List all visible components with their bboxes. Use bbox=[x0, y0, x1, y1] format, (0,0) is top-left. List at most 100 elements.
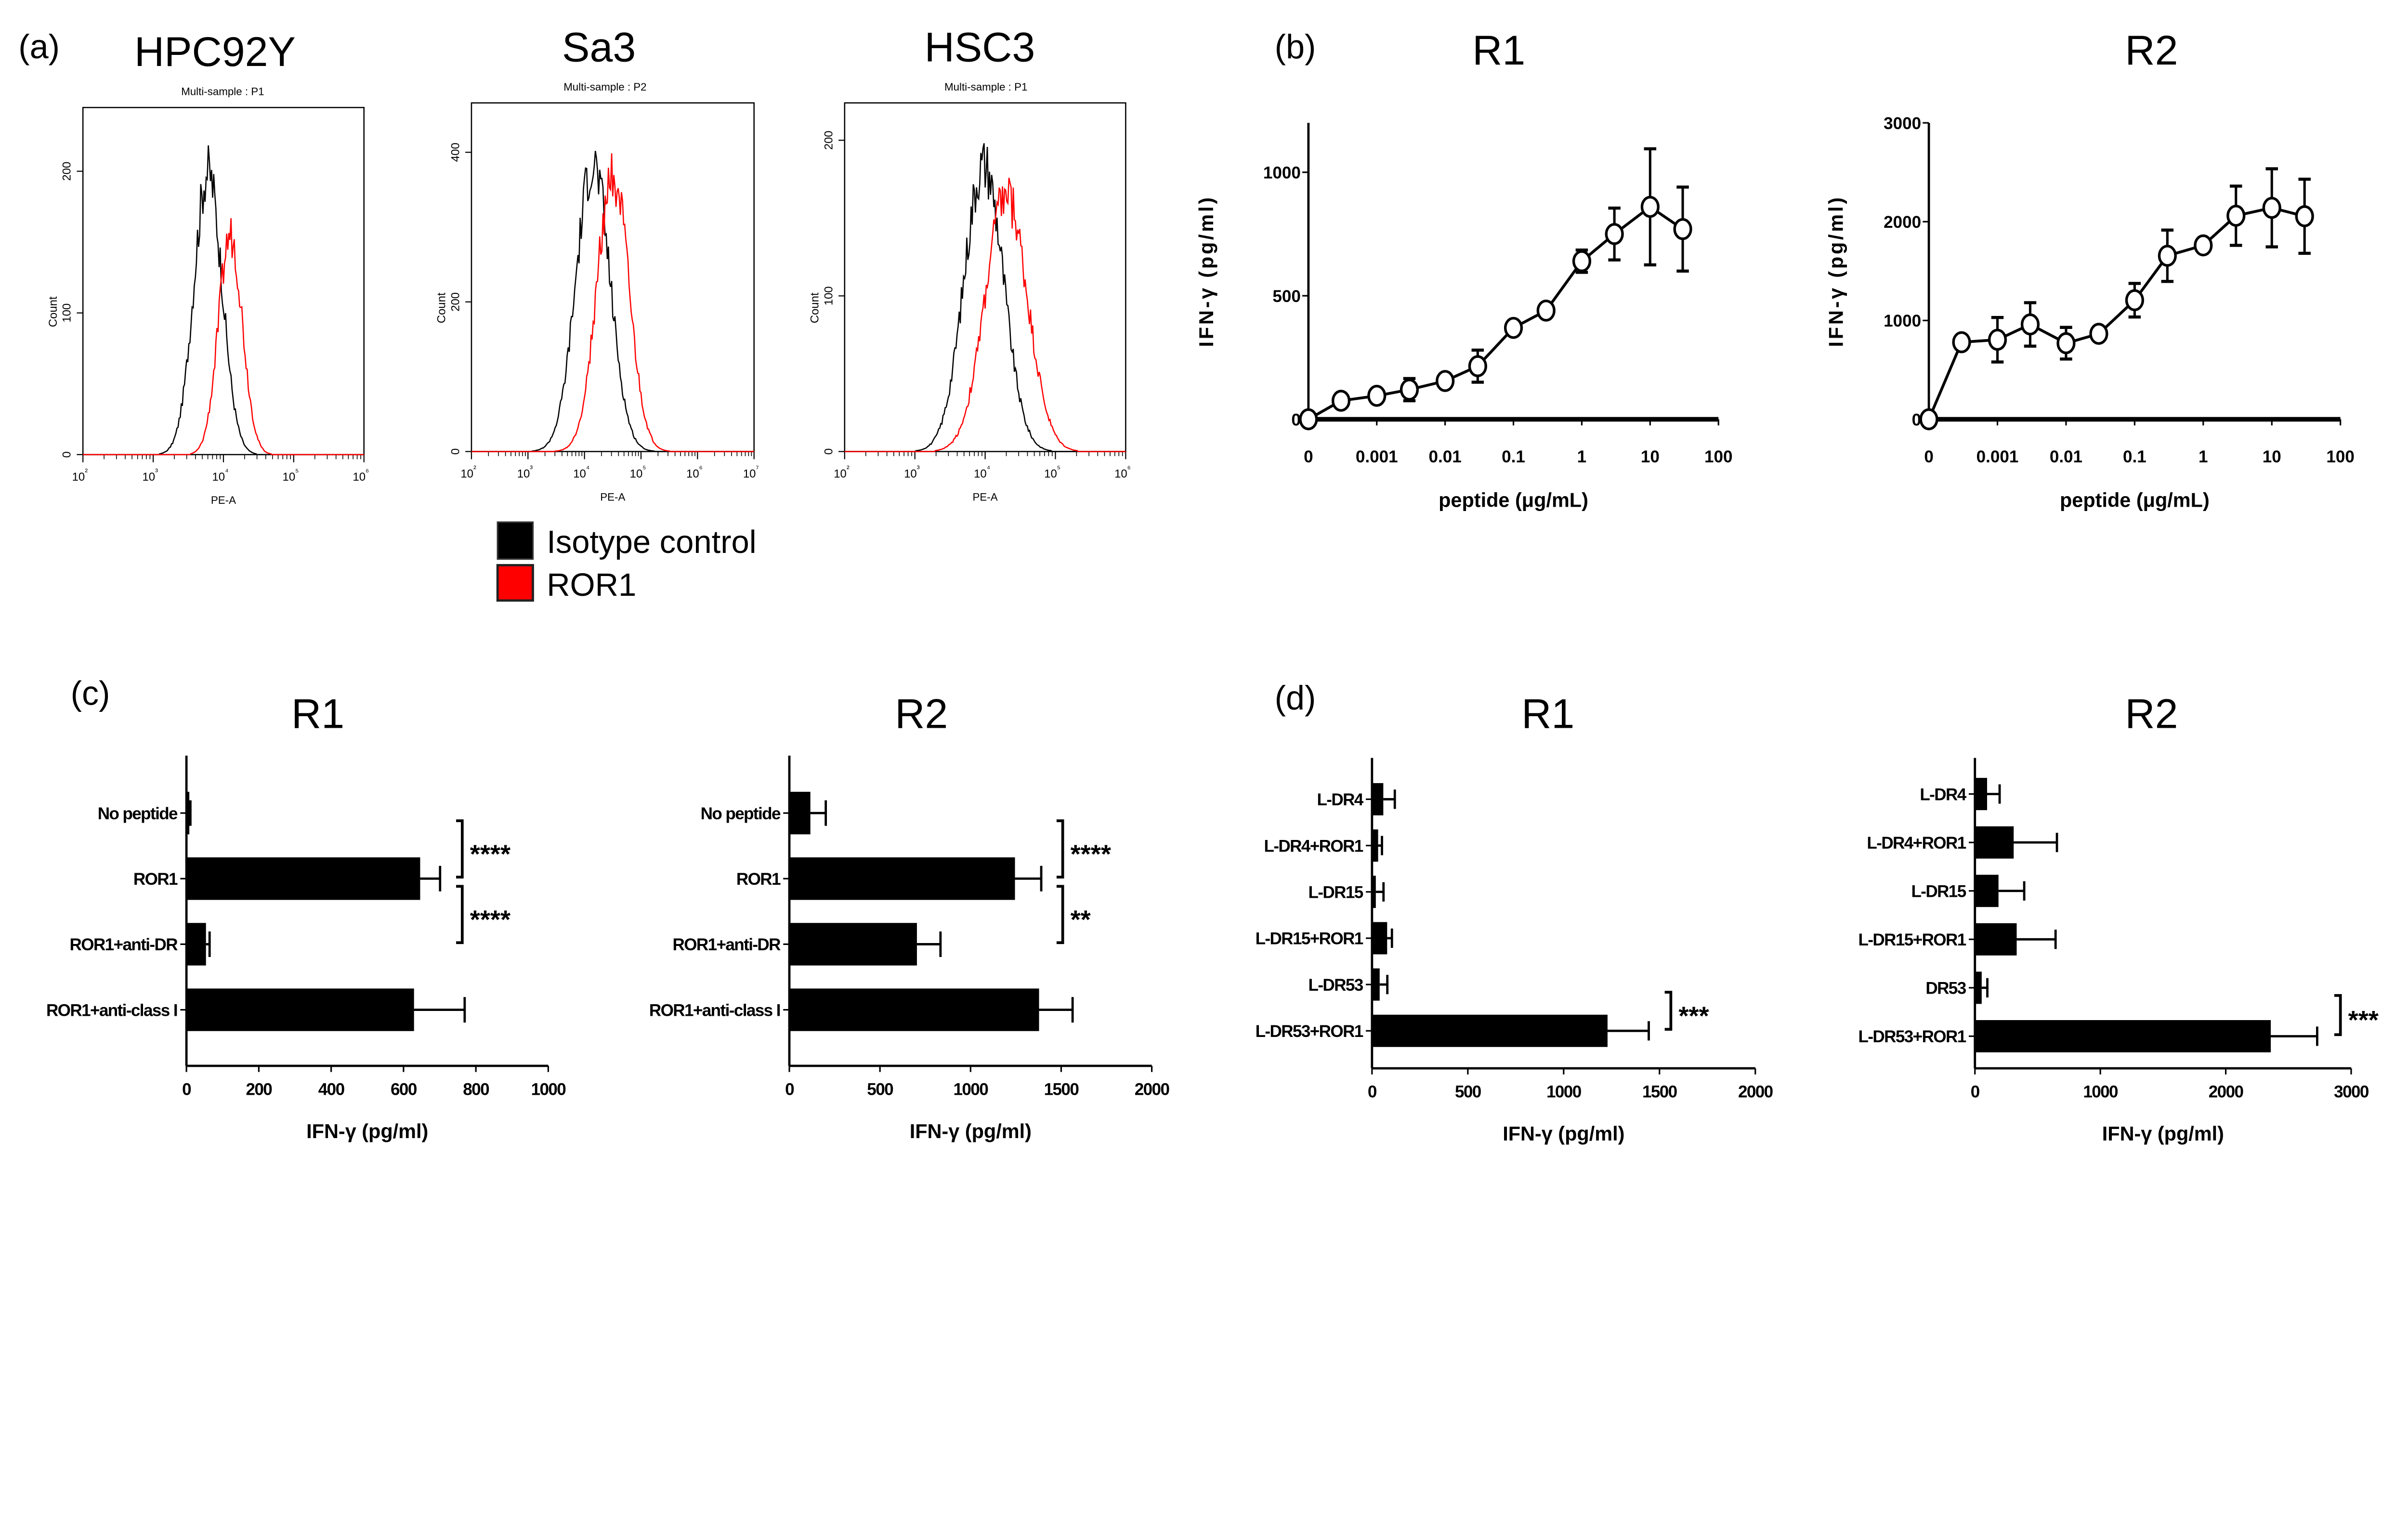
bar bbox=[1975, 923, 2017, 956]
panel-label-b: (b) bbox=[1275, 27, 1316, 66]
bar bbox=[1372, 1014, 1608, 1047]
x-tick-label: 400 bbox=[318, 1080, 345, 1099]
category-label: ROR1+anti-DR bbox=[672, 935, 781, 954]
category-label: L-DR4 bbox=[1920, 785, 1966, 804]
significance-stars: **** bbox=[470, 839, 511, 868]
y-tick-label: 3000 bbox=[1884, 114, 1921, 133]
significance-stars: **** bbox=[1071, 839, 1112, 868]
data-point bbox=[2295, 205, 2314, 227]
data-point bbox=[2262, 197, 2281, 219]
chart-subtitle: Multi-sample : P2 bbox=[563, 81, 646, 93]
x-axis-label: PE-A bbox=[600, 491, 625, 503]
histogram-a2: Sa3 Multi-sample : P2 10² 10³ 10⁴ 10⁵ 10⁶ 10⁷ PE… bbox=[435, 25, 759, 503]
bar bbox=[789, 791, 811, 835]
significance-stars: **** bbox=[470, 905, 511, 934]
x-tick-label: 0 bbox=[1971, 1083, 1980, 1101]
x-tick-label: 0 bbox=[182, 1080, 191, 1099]
data-point bbox=[1988, 328, 2007, 351]
bar bbox=[186, 988, 414, 1031]
category-label: L-DR4 bbox=[1317, 790, 1363, 809]
data-point bbox=[2056, 332, 2076, 354]
x-tick-label: 10⁵ bbox=[630, 464, 646, 481]
plot-frame bbox=[471, 102, 755, 452]
x-tick-label: 10³ bbox=[142, 467, 158, 484]
bar-chart-d2: R2 L-DR4 L-DR4+ROR1 L-DR15 L-DR15+ROR1 DR53 L-… bbox=[1858, 691, 2379, 1145]
bar-chart-d1: R1 L-DR4 L-DR4+ROR1 L-DR15 L-DR15+ROR1 L-DR53… bbox=[1256, 691, 1774, 1145]
bar bbox=[1372, 968, 1380, 1001]
x-tick-label: 10² bbox=[834, 464, 850, 481]
x-tick-label: 10 bbox=[1641, 447, 1660, 466]
bar bbox=[789, 988, 1039, 1031]
data-point bbox=[1572, 250, 1592, 273]
data-point bbox=[1400, 379, 1419, 401]
category-label: No peptide bbox=[98, 804, 178, 823]
x-tick-label: 0.01 bbox=[2050, 447, 2082, 466]
histogram-a1: HPC92Y Multi-sample : P1 10² 10³ 10⁴ 10⁵ 10⁶ PE… bbox=[47, 29, 369, 506]
x-tick-label: 800 bbox=[463, 1080, 489, 1099]
data-point bbox=[1952, 331, 1971, 354]
data-point bbox=[1605, 223, 1624, 245]
y-tick-label: 0 bbox=[61, 451, 74, 458]
chart-title: R2 bbox=[2125, 27, 2178, 74]
legend-label-ror1: ROR1 bbox=[547, 567, 636, 603]
y-tick-label: 1000 bbox=[1263, 163, 1301, 182]
bar bbox=[1372, 876, 1376, 908]
data-point bbox=[1468, 355, 1487, 378]
x-tick-label: 0.001 bbox=[1976, 447, 2019, 466]
category-label: ROR1 bbox=[133, 870, 178, 889]
x-tick-label: 10³ bbox=[517, 464, 533, 481]
x-tick-label: 2000 bbox=[2209, 1083, 2244, 1101]
y-tick-label: 1000 bbox=[1884, 312, 1921, 330]
x-axis-label: IFN-γ (pg/ml) bbox=[1503, 1122, 1624, 1145]
bar-chart-c1: R1 No peptide ROR1 ROR1+anti-DR ROR1+anti-cl… bbox=[46, 691, 567, 1142]
data-point bbox=[1436, 370, 1455, 392]
bar bbox=[186, 791, 190, 835]
y-tick-label: 200 bbox=[449, 292, 462, 312]
data-point bbox=[2158, 245, 2177, 267]
x-tick-label: 0 bbox=[785, 1080, 794, 1099]
x-tick-label: 100 bbox=[1704, 447, 1733, 466]
y-tick-label: 0 bbox=[1912, 410, 1922, 429]
bar-chart-c2: R2 No peptide ROR1 ROR1+anti-DR ROR1+anti-cl… bbox=[649, 691, 1170, 1142]
category-label: L-DR53+ROR1 bbox=[1256, 1022, 1363, 1041]
x-tick-label: 500 bbox=[1455, 1083, 1481, 1101]
category-label: L-DR4+ROR1 bbox=[1867, 834, 1966, 852]
category-label: ROR1+anti-DR bbox=[70, 935, 178, 954]
legend-swatch-isotype bbox=[497, 521, 534, 560]
x-tick-label: 3000 bbox=[2334, 1083, 2369, 1101]
legend: Isotype control ROR1 bbox=[496, 521, 757, 603]
panel-label-c: (c) bbox=[71, 674, 110, 712]
category-label: ROR1+anti-class I bbox=[46, 1001, 177, 1020]
x-tick-label: 1500 bbox=[1044, 1080, 1079, 1099]
x-axis-label: IFN-γ (pg/ml) bbox=[2102, 1122, 2224, 1145]
y-tick-label: 0 bbox=[449, 448, 462, 455]
y-tick-label: 200 bbox=[822, 131, 835, 150]
bar bbox=[1975, 778, 1988, 811]
chart-subtitle: Multi-sample : P1 bbox=[181, 86, 264, 98]
y-axis-label: IFN-γ (pg/ml) bbox=[1825, 195, 1847, 347]
x-tick-label: 10⁶ bbox=[1114, 464, 1131, 481]
data-point bbox=[1640, 196, 1660, 218]
x-axis-label: PE-A bbox=[211, 494, 236, 506]
data-point bbox=[2089, 323, 2108, 345]
bar bbox=[1975, 826, 2014, 859]
line-chart-b2: R20 0.001 0.01 0.1 1 10 1000100020003000peptid… bbox=[1825, 27, 2355, 511]
significance-bracket bbox=[1056, 819, 1064, 878]
category-label: L-DR53+ROR1 bbox=[1858, 1027, 1966, 1046]
y-tick-label: 400 bbox=[449, 143, 462, 162]
y-tick-label: 100 bbox=[822, 286, 835, 305]
histogram-curve-ror1 bbox=[471, 153, 754, 452]
y-axis-label: Count bbox=[809, 292, 822, 323]
x-tick-label: 10⁵ bbox=[283, 467, 299, 484]
chart-subtitle: Multi-sample : P1 bbox=[944, 81, 1027, 93]
data-point bbox=[1331, 390, 1351, 412]
histogram-curve-ror1 bbox=[844, 177, 1126, 452]
x-axis-label: IFN-γ (pg/ml) bbox=[910, 1120, 1032, 1142]
bar bbox=[1372, 922, 1387, 955]
legend-swatch-ror1 bbox=[496, 564, 534, 602]
significance-bracket bbox=[1056, 885, 1064, 944]
category-label: DR53 bbox=[1925, 979, 1966, 998]
data-point bbox=[1367, 385, 1387, 407]
x-tick-label: 10⁶ bbox=[353, 467, 369, 484]
x-tick-label: 0.001 bbox=[1356, 447, 1398, 466]
